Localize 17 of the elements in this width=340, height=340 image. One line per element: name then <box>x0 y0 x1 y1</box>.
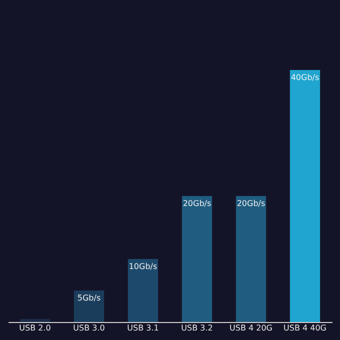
x-tick-label: USB 3.0 <box>73 324 105 332</box>
bar <box>236 196 266 322</box>
x-tick-label: USB 3.1 <box>127 324 159 332</box>
data-label: 40Gb/s <box>290 73 320 82</box>
data-label: 20Gb/s <box>182 199 212 208</box>
bar <box>182 196 212 322</box>
x-tick-label: USB 4 20G <box>230 324 272 332</box>
data-label: 10Gb/s <box>128 262 158 271</box>
data-label: 20Gb/s <box>236 199 266 208</box>
x-tick-label: USB 4 40G <box>284 324 326 332</box>
bar <box>290 70 320 322</box>
bar <box>128 259 158 322</box>
x-tick-label: USB 3.2 <box>181 324 213 332</box>
bar <box>74 290 104 322</box>
data-label: 5Gb/s <box>77 294 101 302</box>
x-tick-label: USB 2.0 <box>19 324 51 332</box>
bar <box>20 318 50 322</box>
